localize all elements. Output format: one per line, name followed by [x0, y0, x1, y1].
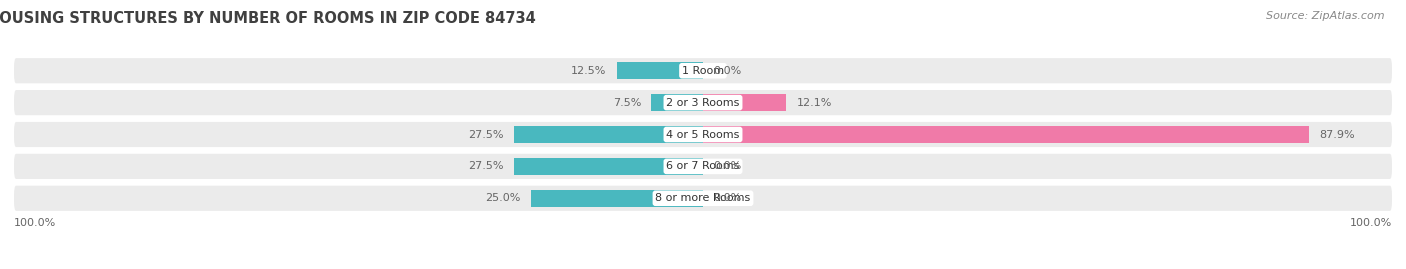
Bar — [651, 94, 703, 111]
Bar — [513, 158, 703, 175]
Text: 8 or more Rooms: 8 or more Rooms — [655, 193, 751, 203]
FancyBboxPatch shape — [14, 90, 1392, 115]
FancyBboxPatch shape — [14, 58, 1392, 83]
Text: 0.0%: 0.0% — [713, 66, 741, 76]
Text: 100.0%: 100.0% — [1350, 218, 1392, 228]
FancyBboxPatch shape — [14, 154, 1392, 179]
Bar — [513, 126, 703, 143]
Text: 0.0%: 0.0% — [713, 193, 741, 203]
Text: 1 Room: 1 Room — [682, 66, 724, 76]
Bar — [531, 190, 703, 207]
Text: 27.5%: 27.5% — [468, 161, 503, 171]
Bar — [617, 62, 703, 79]
Bar — [703, 126, 1309, 143]
Text: 4 or 5 Rooms: 4 or 5 Rooms — [666, 129, 740, 140]
FancyBboxPatch shape — [14, 122, 1392, 147]
Text: 2 or 3 Rooms: 2 or 3 Rooms — [666, 98, 740, 108]
Text: 7.5%: 7.5% — [613, 98, 641, 108]
Text: 87.9%: 87.9% — [1319, 129, 1354, 140]
Text: HOUSING STRUCTURES BY NUMBER OF ROOMS IN ZIP CODE 84734: HOUSING STRUCTURES BY NUMBER OF ROOMS IN… — [0, 11, 536, 26]
Text: 0.0%: 0.0% — [713, 161, 741, 171]
FancyBboxPatch shape — [14, 186, 1392, 211]
Text: 100.0%: 100.0% — [14, 218, 56, 228]
Bar — [703, 94, 786, 111]
Text: 12.5%: 12.5% — [571, 66, 606, 76]
Text: 25.0%: 25.0% — [485, 193, 520, 203]
Text: 12.1%: 12.1% — [797, 98, 832, 108]
Text: 27.5%: 27.5% — [468, 129, 503, 140]
Text: 6 or 7 Rooms: 6 or 7 Rooms — [666, 161, 740, 171]
Text: Source: ZipAtlas.com: Source: ZipAtlas.com — [1267, 11, 1385, 21]
